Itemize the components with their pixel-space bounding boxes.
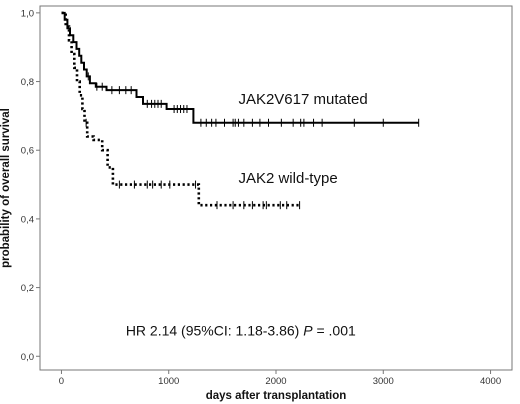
series-label-mutated: JAK2V617 mutated [238, 91, 367, 108]
hazard-ratio-annotation: HR 2.14 (95%CI: 1.18-3.86) P = .001 [126, 323, 356, 339]
y-tick-label: 0,6 [21, 146, 34, 157]
survival-curve-wild-type [61, 11, 300, 207]
label-layer: JAK2V617 mutated JAK2 wild-type HR 2.14 (9… [126, 91, 368, 339]
x-tick-label: 4000 [480, 376, 501, 387]
x-tick-label: 2000 [265, 376, 286, 387]
series-label-wild-type: JAK2 wild-type [238, 170, 337, 187]
y-tick-label: 0,4 [21, 214, 34, 225]
series-layer [61, 11, 420, 210]
x-axis-label: days after transplantation [206, 390, 347, 402]
plot-area [39, 5, 513, 371]
y-tick-label: 0,2 [21, 283, 34, 294]
x-tick-label: 3000 [373, 376, 394, 387]
axis-ticks: 0 1000 2000 3000 4000 0,0 0,2 0,4 0,6 0,8 1,0 [21, 8, 501, 387]
y-tick-label: 0,0 [21, 352, 34, 363]
y-tick-label: 1,0 [21, 8, 34, 19]
x-tick-label: 0 [59, 376, 64, 387]
y-axis-label: probability of overall survival [0, 108, 12, 268]
hr-text: HR 2.14 (95%CI: 1.18-3.86) [126, 323, 303, 339]
p-symbol: P [303, 323, 313, 339]
p-value: = .001 [313, 323, 356, 339]
survival-curve-mutated [61, 11, 419, 124]
y-tick-label: 0,8 [21, 77, 34, 88]
x-tick-label: 1000 [158, 376, 179, 387]
